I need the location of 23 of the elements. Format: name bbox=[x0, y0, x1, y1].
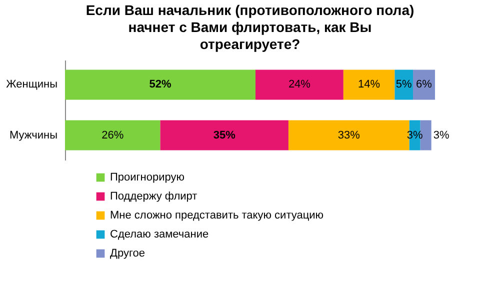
bar bbox=[413, 70, 435, 100]
data-label: 5% bbox=[396, 78, 412, 91]
bar bbox=[343, 70, 395, 100]
y-tick-label: Мужчины bbox=[9, 129, 58, 142]
legend-label: Мне сложно представить такую ситуацию bbox=[110, 210, 324, 222]
bar bbox=[65, 120, 160, 150]
data-label: 24% bbox=[288, 78, 311, 91]
data-label: 33% bbox=[338, 129, 360, 142]
legend-label: Сделаю замечание bbox=[110, 228, 209, 240]
data-label: 35% bbox=[213, 129, 236, 142]
data-label: 3% bbox=[433, 129, 450, 142]
data-label: 52% bbox=[149, 78, 172, 91]
bar bbox=[65, 70, 256, 100]
bar bbox=[255, 70, 344, 100]
legend-label: Проигнорирую bbox=[110, 172, 184, 184]
bar bbox=[160, 120, 288, 150]
data-label: 26% bbox=[102, 129, 124, 142]
chart-title: Если Ваш начальник (противоположного пола) начнет с Вами флиртовать, как Вы отреагируете? bbox=[86, 2, 414, 52]
data-label: 6% bbox=[416, 78, 432, 91]
legend-label: Другое bbox=[110, 248, 145, 260]
y-tick-label: Женщины bbox=[6, 78, 58, 91]
legend-label: Поддержу флирт bbox=[110, 190, 198, 202]
data-label: 14% bbox=[358, 78, 380, 91]
